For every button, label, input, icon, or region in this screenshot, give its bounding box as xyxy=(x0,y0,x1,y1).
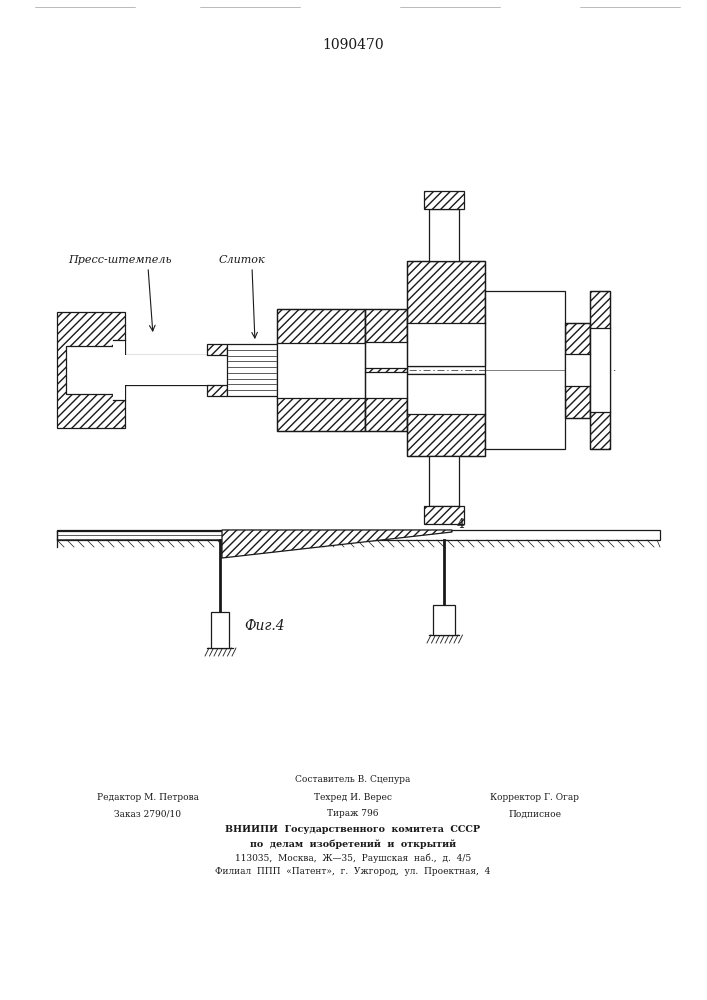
Bar xyxy=(277,309,365,431)
Text: по  делам  изобретений  и  открытий: по делам изобретений и открытий xyxy=(250,839,456,849)
Text: Пресс-штемпель: Пресс-штемпель xyxy=(69,255,172,265)
Bar xyxy=(590,291,610,449)
Bar xyxy=(207,355,227,385)
Text: Фиг.4: Фиг.4 xyxy=(245,619,286,633)
Text: 4: 4 xyxy=(457,518,465,532)
Text: 1090470: 1090470 xyxy=(322,38,384,52)
Bar xyxy=(424,191,464,209)
Bar xyxy=(565,354,590,386)
Bar xyxy=(277,342,365,397)
Bar xyxy=(66,346,116,394)
Bar xyxy=(433,605,455,635)
Bar xyxy=(407,261,485,366)
Bar xyxy=(565,322,590,418)
Text: Заказ 2790/10: Заказ 2790/10 xyxy=(115,810,182,818)
Text: Техред И. Верес: Техред И. Верес xyxy=(314,794,392,802)
Bar xyxy=(365,342,407,368)
Bar xyxy=(429,209,459,261)
Bar xyxy=(125,355,207,385)
Text: Тираж 796: Тираж 796 xyxy=(327,810,379,818)
Bar xyxy=(485,291,565,449)
Text: Филиал  ППП  «Патент»,  г.  Ужгород,  ул.  Проектная,  4: Филиал ППП «Патент», г. Ужгород, ул. Про… xyxy=(216,867,491,876)
Bar xyxy=(365,309,407,431)
Bar xyxy=(407,323,485,366)
Bar xyxy=(365,309,407,431)
Bar xyxy=(277,309,365,431)
Text: Составитель В. Сцепура: Составитель В. Сцепура xyxy=(296,776,411,784)
Bar xyxy=(565,322,590,418)
Text: Слиток: Слиток xyxy=(218,255,265,265)
Bar xyxy=(590,328,610,412)
Polygon shape xyxy=(222,530,452,558)
Bar xyxy=(227,344,277,396)
Text: Подписное: Подписное xyxy=(508,810,561,818)
Bar xyxy=(57,312,125,428)
Bar xyxy=(57,530,660,540)
Bar xyxy=(207,344,227,396)
Bar xyxy=(407,261,485,366)
Text: Корректор Г. Огар: Корректор Г. Огар xyxy=(491,794,580,802)
Bar xyxy=(113,340,125,400)
Text: ВНИИПИ  Государственного  комитета  СССР: ВНИИПИ Государственного комитета СССР xyxy=(226,826,481,834)
Text: 113035,  Москва,  Ж—35,  Раушская  наб.,  д.  4/5: 113035, Москва, Ж—35, Раушская наб., д. … xyxy=(235,853,471,863)
Text: Редактор М. Петрова: Редактор М. Петрова xyxy=(97,794,199,802)
Bar xyxy=(424,506,464,524)
Bar xyxy=(429,456,459,506)
Bar xyxy=(590,291,610,449)
Bar xyxy=(407,374,485,456)
Bar xyxy=(407,374,485,456)
Bar xyxy=(211,612,229,648)
Bar xyxy=(365,372,407,398)
Bar xyxy=(407,374,485,414)
